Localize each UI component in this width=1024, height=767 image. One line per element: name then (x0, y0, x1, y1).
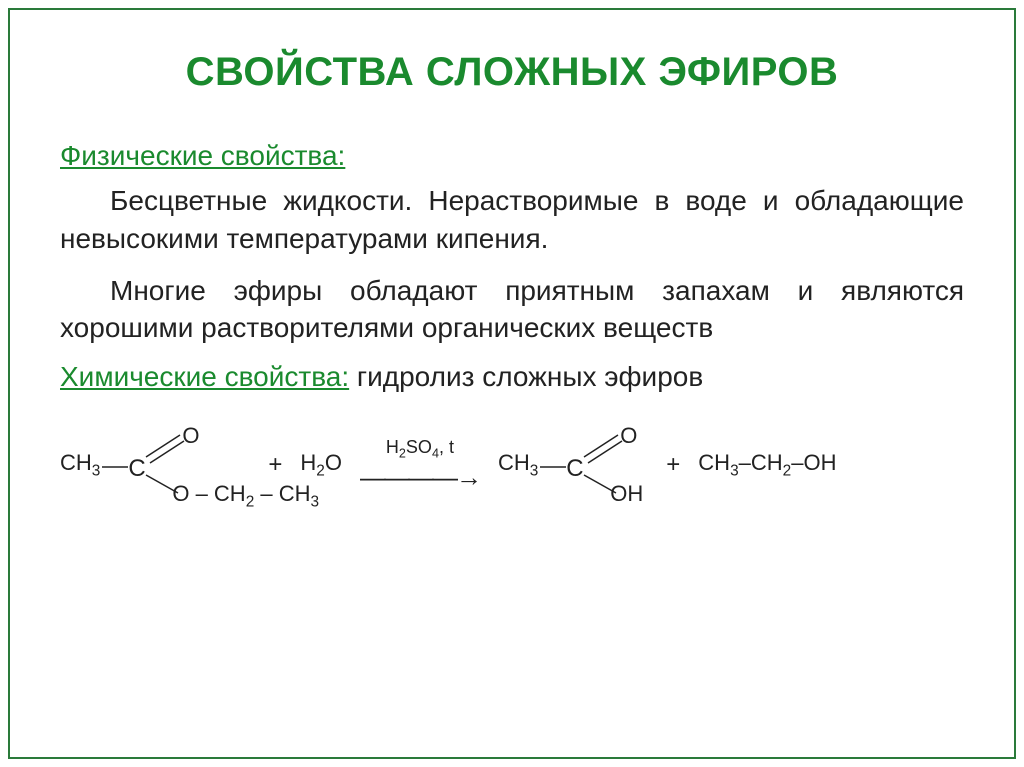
reaction-conditions: H2SO4, t (386, 437, 454, 461)
paragraph-1: Бесцветные жидкости. Нерастворимые в вод… (60, 182, 964, 258)
slide-frame: СВОЙСТВА СЛОЖНЫХ ЭФИРОВ Физические свойс… (8, 8, 1016, 759)
double-bond-oxygen: O (182, 423, 199, 449)
hydroxyl-group: OH (610, 481, 643, 507)
carbon-center-1: C O O – CH2 – CH3 (100, 421, 250, 509)
physical-properties-heading: Физические свойства: (60, 140, 964, 172)
carbon-atom: C (566, 455, 583, 483)
hydrolysis-reaction: CH3 C O O – CH2 – CH3 + H2O (60, 421, 964, 509)
double-bond-oxygen: O (620, 423, 637, 449)
product-ethanol: CH3–CH2–OH (698, 450, 836, 480)
ester-oxygen-chain: O – CH2 – CH3 (172, 481, 319, 511)
reaction-arrow: H2SO4, t ————→ (360, 437, 480, 494)
plus-sign-2: + (666, 451, 680, 479)
arrow-icon: ————→ (360, 462, 480, 493)
slide-title: СВОЙСТВА СЛОЖНЫХ ЭФИРОВ (60, 50, 964, 95)
chemical-properties-heading: Химические свойства: гидролиз сложных эф… (60, 361, 964, 393)
ch3-group: CH3 (60, 450, 100, 480)
paragraph-2: Многие эфиры обладают приятным запахам и… (60, 272, 964, 348)
carbon-center-2: C O OH (538, 421, 648, 509)
chem-heading-underline: Химические свойства: (60, 361, 349, 392)
carbon-atom: C (128, 455, 145, 483)
ch3-group-product: CH3 (498, 450, 538, 480)
plus-sign-1: + (268, 451, 282, 479)
chem-heading-tail: гидролиз сложных эфиров (349, 361, 703, 392)
reactant-ester: CH3 C O O – CH2 – CH3 (60, 421, 250, 509)
reactant-water: H2O (300, 450, 342, 480)
product-acid: CH3 C O OH (498, 421, 648, 509)
